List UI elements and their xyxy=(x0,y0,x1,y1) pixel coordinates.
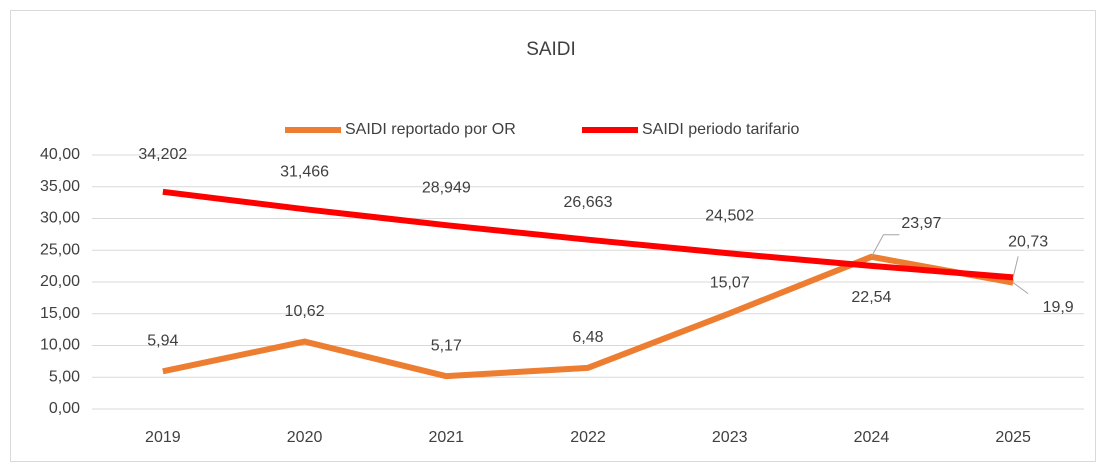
x-tick-label: 2021 xyxy=(428,429,464,446)
data-label: 23,97 xyxy=(901,215,941,232)
x-tick-label: 2019 xyxy=(145,429,181,446)
data-label: 24,502 xyxy=(705,208,754,225)
x-tick-label: 2023 xyxy=(712,429,748,446)
x-tick-label: 2022 xyxy=(570,429,606,446)
x-tick-label: 2024 xyxy=(854,429,890,446)
data-label: 26,663 xyxy=(564,194,613,211)
data-label: 5,94 xyxy=(147,332,178,349)
legend-label: SAIDI periodo tarifario xyxy=(642,121,800,138)
data-label: 28,949 xyxy=(422,179,471,196)
x-tick-label: 2020 xyxy=(287,429,323,446)
data-label: 6,48 xyxy=(572,329,603,346)
y-tick-label: 15,00 xyxy=(40,305,80,322)
legend-label: SAIDI reportado por OR xyxy=(345,121,516,138)
x-tick-label: 2025 xyxy=(995,429,1031,446)
y-tick-label: 20,00 xyxy=(40,273,80,290)
leader-line xyxy=(870,234,900,258)
y-tick-label: 40,00 xyxy=(40,146,80,163)
y-tick-label: 30,00 xyxy=(40,210,80,227)
data-label: 15,07 xyxy=(710,275,750,292)
chart-title: SAIDI xyxy=(526,39,576,60)
data-label: 10,62 xyxy=(285,303,325,320)
data-label: 22,54 xyxy=(851,289,891,306)
data-label: 5,17 xyxy=(431,337,462,354)
data-label: 20,73 xyxy=(1008,234,1048,251)
data-label: 19,9 xyxy=(1043,299,1074,316)
y-tick-label: 10,00 xyxy=(40,337,80,354)
data-label: 34,202 xyxy=(138,146,187,163)
y-tick-label: 35,00 xyxy=(40,178,80,195)
y-tick-label: 0,00 xyxy=(49,400,80,417)
data-label: 31,466 xyxy=(280,163,329,180)
y-tick-label: 5,00 xyxy=(49,368,80,385)
leader-line xyxy=(1012,282,1029,295)
leader-line xyxy=(1012,256,1019,278)
series-line xyxy=(162,188,1014,281)
y-tick-label: 25,00 xyxy=(40,241,80,258)
